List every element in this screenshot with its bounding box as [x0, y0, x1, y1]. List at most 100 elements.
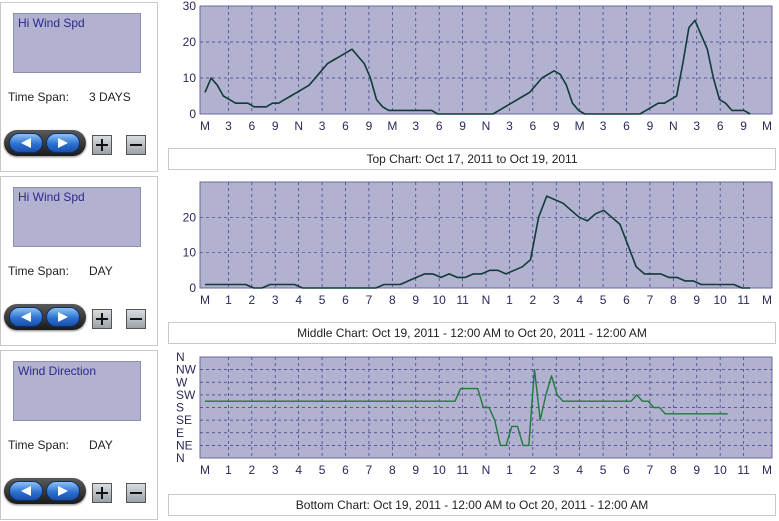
x-tick-label: 3	[225, 119, 232, 133]
x-tick-label: 9	[693, 463, 700, 477]
x-tick-label: M	[387, 119, 397, 133]
x-tick-label: 6	[717, 119, 724, 133]
x-tick-label: 9	[412, 293, 419, 307]
y-tick-label: W	[176, 375, 188, 389]
middle-chart-caption: Middle Chart: Oct 19, 2011 - 12:00 AM to…	[168, 322, 776, 344]
x-tick-label: 9	[412, 463, 419, 477]
x-tick-label: M	[762, 463, 772, 477]
y-tick-label: 20	[183, 210, 197, 224]
x-tick-label: 9	[459, 119, 466, 133]
y-tick-label: NW	[176, 363, 197, 377]
y-tick-label: 0	[189, 281, 196, 295]
x-tick-label: 6	[342, 119, 349, 133]
variable-select[interactable]: Hi Wind Spd	[13, 187, 141, 247]
x-tick-label: 6	[342, 463, 349, 477]
variable-label: Hi Wind Spd	[18, 16, 85, 30]
x-tick-label: 8	[670, 293, 677, 307]
forward-button[interactable]	[46, 307, 80, 327]
back-button[interactable]	[9, 133, 43, 153]
zoom-in-button[interactable]	[92, 135, 112, 155]
series-line	[205, 368, 728, 447]
x-tick-label: 5	[319, 463, 326, 477]
variable-label: Wind Direction	[18, 364, 97, 378]
minus-icon	[130, 318, 142, 320]
x-tick-label: N	[482, 119, 491, 133]
bottom-chart: M 1 2 3 4 5 6 7 8 9 10 11 N 1 2 3 4 5 6 7 8 9 10 11 M N NW W SW S SE E N…	[166, 349, 778, 484]
x-tick-label: 4	[576, 293, 583, 307]
x-tick-label: 3	[272, 293, 279, 307]
x-tick-label: 6	[529, 119, 536, 133]
x-tick-label: 8	[670, 463, 677, 477]
plus-icon	[96, 487, 108, 499]
x-tick-label: 7	[647, 293, 654, 307]
bottom-chart-controls: Wind Direction Time Span: DAY	[0, 350, 158, 520]
arrow-left-icon	[21, 138, 31, 148]
y-tick-label: N	[176, 350, 185, 364]
x-tick-label: 2	[529, 463, 536, 477]
zoom-in-button[interactable]	[92, 483, 112, 503]
y-tick-label: SE	[176, 413, 192, 427]
x-tick-label: 9	[693, 293, 700, 307]
middle-chart-controls: Hi Wind Spd Time Span: DAY	[0, 176, 158, 346]
x-tick-label: 3	[506, 119, 513, 133]
zoom-out-button[interactable]	[126, 309, 146, 329]
time-span-value: DAY	[89, 438, 113, 452]
x-tick-label: M	[200, 119, 210, 133]
back-button[interactable]	[9, 481, 43, 501]
variable-select[interactable]: Wind Direction	[13, 361, 141, 421]
variable-label: Hi Wind Spd	[18, 190, 85, 204]
x-tick-label: N	[482, 463, 491, 477]
x-tick-label: 3	[319, 119, 326, 133]
forward-button[interactable]	[46, 133, 80, 153]
x-tick-label: 2	[248, 463, 255, 477]
x-tick-label: 11	[737, 463, 750, 477]
y-tick-label: 30	[183, 0, 197, 13]
x-tick-label: N	[669, 119, 678, 133]
zoom-out-button[interactable]	[126, 483, 146, 503]
navigation-control	[4, 478, 86, 504]
minus-icon	[130, 144, 142, 146]
minus-icon	[130, 492, 142, 494]
plus-icon	[96, 313, 108, 325]
y-tick-label: 0	[189, 107, 196, 121]
forward-button[interactable]	[46, 481, 80, 501]
arrow-right-icon	[58, 312, 68, 322]
x-tick-label: 9	[740, 119, 747, 133]
x-tick-label: 3	[553, 293, 560, 307]
y-tick-label: SW	[176, 388, 196, 402]
x-tick-label: 1	[225, 293, 232, 307]
back-button[interactable]	[9, 307, 43, 327]
x-tick-label: 6	[623, 463, 630, 477]
x-tick-label: 7	[366, 293, 373, 307]
zoom-in-button[interactable]	[92, 309, 112, 329]
arrow-right-icon	[58, 138, 68, 148]
x-tick-label: 4	[295, 293, 302, 307]
top-chart-caption: Top Chart: Oct 17, 2011 to Oct 19, 2011	[168, 148, 776, 170]
y-tick-label: E	[176, 426, 184, 440]
time-span-label: Time Span:	[8, 438, 69, 452]
variable-select[interactable]: Hi Wind Spd	[13, 13, 141, 73]
x-tick-label: 10	[713, 463, 727, 477]
x-tick-label: M	[762, 293, 772, 307]
zoom-out-button[interactable]	[126, 135, 146, 155]
x-tick-label: 1	[506, 463, 513, 477]
x-tick-label: 9	[647, 119, 654, 133]
x-tick-label: 8	[389, 293, 396, 307]
bottom-chart-caption: Bottom Chart: Oct 19, 2011 - 12:00 AM to…	[168, 494, 776, 516]
y-tick-label: 10	[183, 246, 197, 260]
time-span-label: Time Span:	[8, 264, 69, 278]
bottom-chart-svg: M 1 2 3 4 5 6 7 8 9 10 11 N 1 2 3 4 5 6 7 8 9 10 11 MNNWWSWSSEEN…	[176, 350, 773, 477]
time-span-label: Time Span:	[8, 90, 69, 104]
plot-area: M 1 2 3 4 5 6 7 8 9 10 11 N 1 2 3 4 5 6 7 8 9 10 11 MNNWWSWSSEEN…	[176, 350, 773, 477]
x-tick-label: 5	[600, 293, 607, 307]
x-tick-label: 9	[366, 119, 373, 133]
y-tick-label: S	[176, 401, 184, 415]
top-chart: M 3 6 9 N 3 6 9 M 3 6 9 N 3 6 9 M 3 6 9 N 3 6 9 M 0 10 20 30	[166, 0, 778, 135]
x-tick-label: M	[200, 293, 210, 307]
x-tick-label: M	[200, 463, 210, 477]
x-tick-label: 10	[432, 293, 446, 307]
x-tick-label: N	[482, 293, 491, 307]
middle-chart: M 1 2 3 4 5 6 7 8 9 10 11 N 1 2 3 4 5 6 7 8 9 10 11 M 0 10 20	[166, 175, 778, 310]
